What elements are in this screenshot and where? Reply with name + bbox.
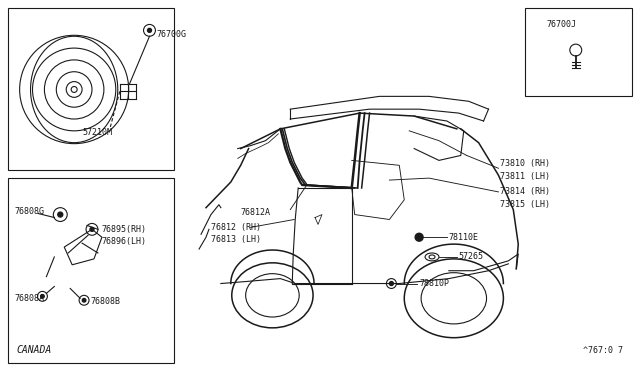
Text: 57210M: 57210M: [82, 128, 112, 137]
Text: 76813 (LH): 76813 (LH): [211, 235, 261, 244]
Text: 76808B: 76808B: [90, 297, 120, 306]
Text: 78110E: 78110E: [449, 233, 479, 242]
Text: 76700G: 76700G: [156, 30, 186, 39]
Text: ^767:0 7: ^767:0 7: [583, 346, 623, 355]
Text: CANADA: CANADA: [17, 344, 52, 355]
Text: 76812 (RH): 76812 (RH): [211, 223, 261, 232]
Text: 73815 (LH): 73815 (LH): [500, 200, 550, 209]
Ellipse shape: [246, 274, 299, 317]
Bar: [525, 8, 632, 96]
Text: 76700J: 76700J: [546, 20, 576, 29]
Ellipse shape: [232, 263, 313, 328]
Bar: [8, 178, 174, 363]
Text: 73814 (RH): 73814 (RH): [500, 187, 550, 196]
Circle shape: [41, 295, 44, 298]
Text: 57265: 57265: [459, 253, 484, 262]
Circle shape: [83, 298, 86, 302]
Circle shape: [415, 233, 423, 241]
Text: 76895(RH): 76895(RH): [102, 225, 147, 234]
Bar: [8, 8, 174, 170]
Text: 78810P: 78810P: [419, 279, 449, 288]
Circle shape: [147, 28, 152, 32]
Circle shape: [90, 227, 94, 231]
Text: 73811 (LH): 73811 (LH): [500, 171, 550, 181]
Ellipse shape: [404, 259, 504, 338]
Text: 76896(LH): 76896(LH): [102, 237, 147, 246]
Text: 76808G: 76808G: [15, 207, 45, 216]
Circle shape: [389, 282, 394, 285]
Text: 73810 (RH): 73810 (RH): [500, 159, 550, 168]
Circle shape: [58, 212, 63, 217]
Text: 76812A: 76812A: [241, 208, 271, 217]
Text: 76808A: 76808A: [15, 294, 45, 303]
Ellipse shape: [421, 273, 486, 324]
